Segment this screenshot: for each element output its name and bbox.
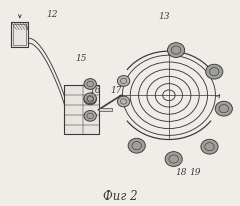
- Bar: [12, 23, 28, 48]
- Circle shape: [168, 43, 185, 58]
- Text: 16: 16: [89, 85, 101, 94]
- Circle shape: [84, 94, 96, 104]
- Bar: [13, 25, 26, 46]
- Circle shape: [201, 140, 218, 154]
- Bar: [99, 109, 112, 112]
- Circle shape: [165, 152, 182, 167]
- Bar: [64, 86, 99, 135]
- Circle shape: [128, 139, 145, 153]
- Text: 18: 18: [175, 167, 186, 176]
- Circle shape: [117, 97, 130, 107]
- Text: 15: 15: [75, 54, 86, 62]
- Circle shape: [215, 102, 232, 117]
- Text: 17: 17: [111, 85, 122, 94]
- Circle shape: [84, 79, 96, 90]
- Text: 13: 13: [158, 12, 170, 21]
- Circle shape: [206, 65, 223, 80]
- Circle shape: [84, 95, 96, 105]
- Circle shape: [84, 111, 96, 122]
- Text: 12: 12: [46, 9, 58, 19]
- Circle shape: [117, 76, 130, 87]
- Text: 19: 19: [189, 167, 201, 176]
- Text: Фиг 2: Фиг 2: [103, 189, 137, 201]
